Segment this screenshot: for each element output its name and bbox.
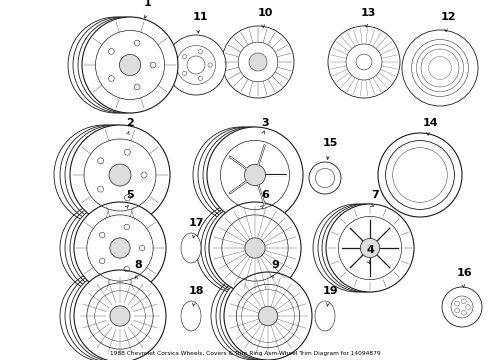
Ellipse shape — [315, 301, 335, 331]
Ellipse shape — [109, 164, 131, 186]
Text: 16: 16 — [457, 268, 473, 278]
Circle shape — [402, 30, 478, 106]
Circle shape — [309, 162, 341, 194]
Text: 12: 12 — [440, 12, 456, 22]
Ellipse shape — [78, 17, 174, 113]
Ellipse shape — [224, 272, 312, 360]
Ellipse shape — [82, 17, 178, 113]
Ellipse shape — [245, 165, 266, 185]
Circle shape — [442, 287, 482, 327]
Circle shape — [222, 26, 294, 98]
Circle shape — [249, 53, 267, 71]
Ellipse shape — [209, 202, 301, 294]
Ellipse shape — [110, 238, 130, 258]
Ellipse shape — [220, 272, 308, 360]
Ellipse shape — [203, 127, 299, 223]
Ellipse shape — [360, 238, 380, 258]
Ellipse shape — [322, 204, 410, 292]
Text: 3: 3 — [261, 118, 269, 128]
Text: 11: 11 — [192, 12, 208, 22]
Ellipse shape — [245, 238, 265, 258]
Ellipse shape — [70, 125, 170, 225]
Ellipse shape — [74, 202, 166, 294]
Circle shape — [166, 35, 226, 95]
Ellipse shape — [326, 204, 414, 292]
Ellipse shape — [70, 270, 162, 360]
Ellipse shape — [65, 125, 165, 225]
Text: 6: 6 — [261, 190, 269, 200]
Ellipse shape — [205, 202, 297, 294]
Text: 1: 1 — [144, 0, 152, 8]
Text: 2: 2 — [126, 118, 134, 128]
Ellipse shape — [110, 306, 130, 326]
Text: 18: 18 — [188, 286, 204, 296]
Text: 1988 Chevrolet Corsica Wheels, Covers & Trim Ring Asm-Wheel Trim Diagram for 140: 1988 Chevrolet Corsica Wheels, Covers & … — [110, 351, 380, 356]
Ellipse shape — [207, 127, 303, 223]
Text: 14: 14 — [422, 118, 438, 128]
Text: 15: 15 — [322, 138, 338, 148]
Ellipse shape — [258, 306, 278, 326]
Ellipse shape — [181, 301, 201, 331]
Text: 8: 8 — [134, 260, 142, 270]
Ellipse shape — [74, 270, 166, 360]
Text: 5: 5 — [126, 190, 134, 200]
Text: 4: 4 — [366, 245, 374, 255]
Text: 9: 9 — [271, 260, 279, 270]
Text: 13: 13 — [360, 8, 376, 18]
Ellipse shape — [120, 54, 141, 76]
Text: 10: 10 — [257, 8, 273, 18]
Text: 17: 17 — [188, 218, 204, 228]
Ellipse shape — [181, 233, 201, 263]
Ellipse shape — [70, 202, 162, 294]
Text: 19: 19 — [322, 286, 338, 296]
Text: 7: 7 — [371, 190, 379, 200]
Circle shape — [328, 26, 400, 98]
